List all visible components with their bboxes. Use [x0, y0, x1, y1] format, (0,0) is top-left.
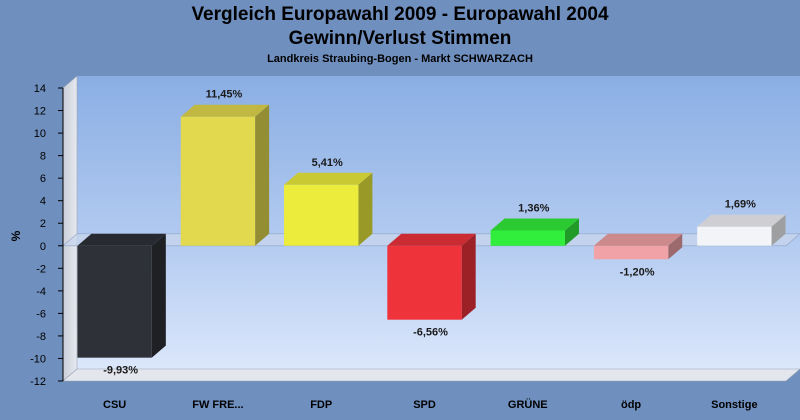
bar-top	[180, 104, 270, 117]
y-axis-label: %	[9, 230, 23, 241]
bar-side	[358, 172, 373, 246]
bar-top	[593, 233, 683, 246]
bar-top	[490, 218, 579, 231]
chart-title: Vergleich Europawahl 2009 - Europawahl 2…	[191, 4, 609, 25]
y-tick-label: -8	[36, 331, 46, 343]
y-tick-label: -12	[30, 376, 46, 388]
y-tick-label: 0	[40, 241, 46, 253]
x-tick-label: GRÜNE	[508, 398, 548, 411]
chart-title-line-2: Gewinn/Verlust Stimmen	[288, 28, 512, 49]
y-tick-label: 12	[34, 106, 46, 118]
y-tick-label: 2	[40, 218, 46, 230]
bar-top	[697, 214, 786, 227]
bar-top	[77, 233, 166, 246]
y-tick-label: 6	[40, 173, 46, 185]
bar-side	[668, 233, 683, 260]
chart-subtitle: Landkreis Straubing-Bogen - Markt SCHWAR…	[267, 53, 533, 65]
bar-side	[255, 104, 270, 246]
bar-side	[771, 214, 786, 246]
bar-side	[564, 218, 579, 246]
chart-left-wall	[62, 75, 78, 382]
y-tick-label: 4	[40, 196, 46, 208]
bar	[490, 230, 565, 246]
bar	[284, 184, 359, 246]
data-label: 1,36%	[518, 202, 549, 214]
bar-top	[387, 233, 476, 246]
bar	[697, 226, 772, 246]
chart-floor	[62, 368, 800, 382]
y-tick-label: -4	[36, 286, 46, 298]
x-tick-label: CSU	[103, 399, 126, 411]
bar	[180, 116, 256, 246]
x-tick-label: FDP	[310, 399, 332, 411]
y-tick-label: -2	[36, 263, 46, 275]
bar	[77, 245, 152, 358]
bar	[593, 245, 669, 260]
x-tick-label: SPD	[413, 399, 436, 411]
y-tick-label: -6	[36, 308, 46, 320]
y-tick-label: -10	[30, 353, 46, 365]
data-label: -1,20%	[620, 266, 655, 278]
data-label: 5,41%	[312, 157, 343, 169]
data-label: -9,93%	[103, 365, 138, 377]
bar-top	[284, 172, 373, 185]
x-tick-label: FW FRE...	[192, 399, 243, 411]
bar-side	[461, 233, 476, 320]
bar	[387, 245, 462, 320]
bar-side	[151, 233, 166, 358]
y-tick-label: 10	[34, 128, 46, 140]
data-label: -6,56%	[413, 327, 448, 339]
data-label: 11,45%	[206, 89, 243, 101]
x-tick-label: Sonstige	[711, 399, 757, 411]
y-tick-label: 14	[34, 83, 46, 95]
y-tick-label: 8	[40, 151, 46, 163]
x-tick-label: ödp	[621, 399, 641, 411]
data-label: 1,69%	[725, 199, 756, 211]
